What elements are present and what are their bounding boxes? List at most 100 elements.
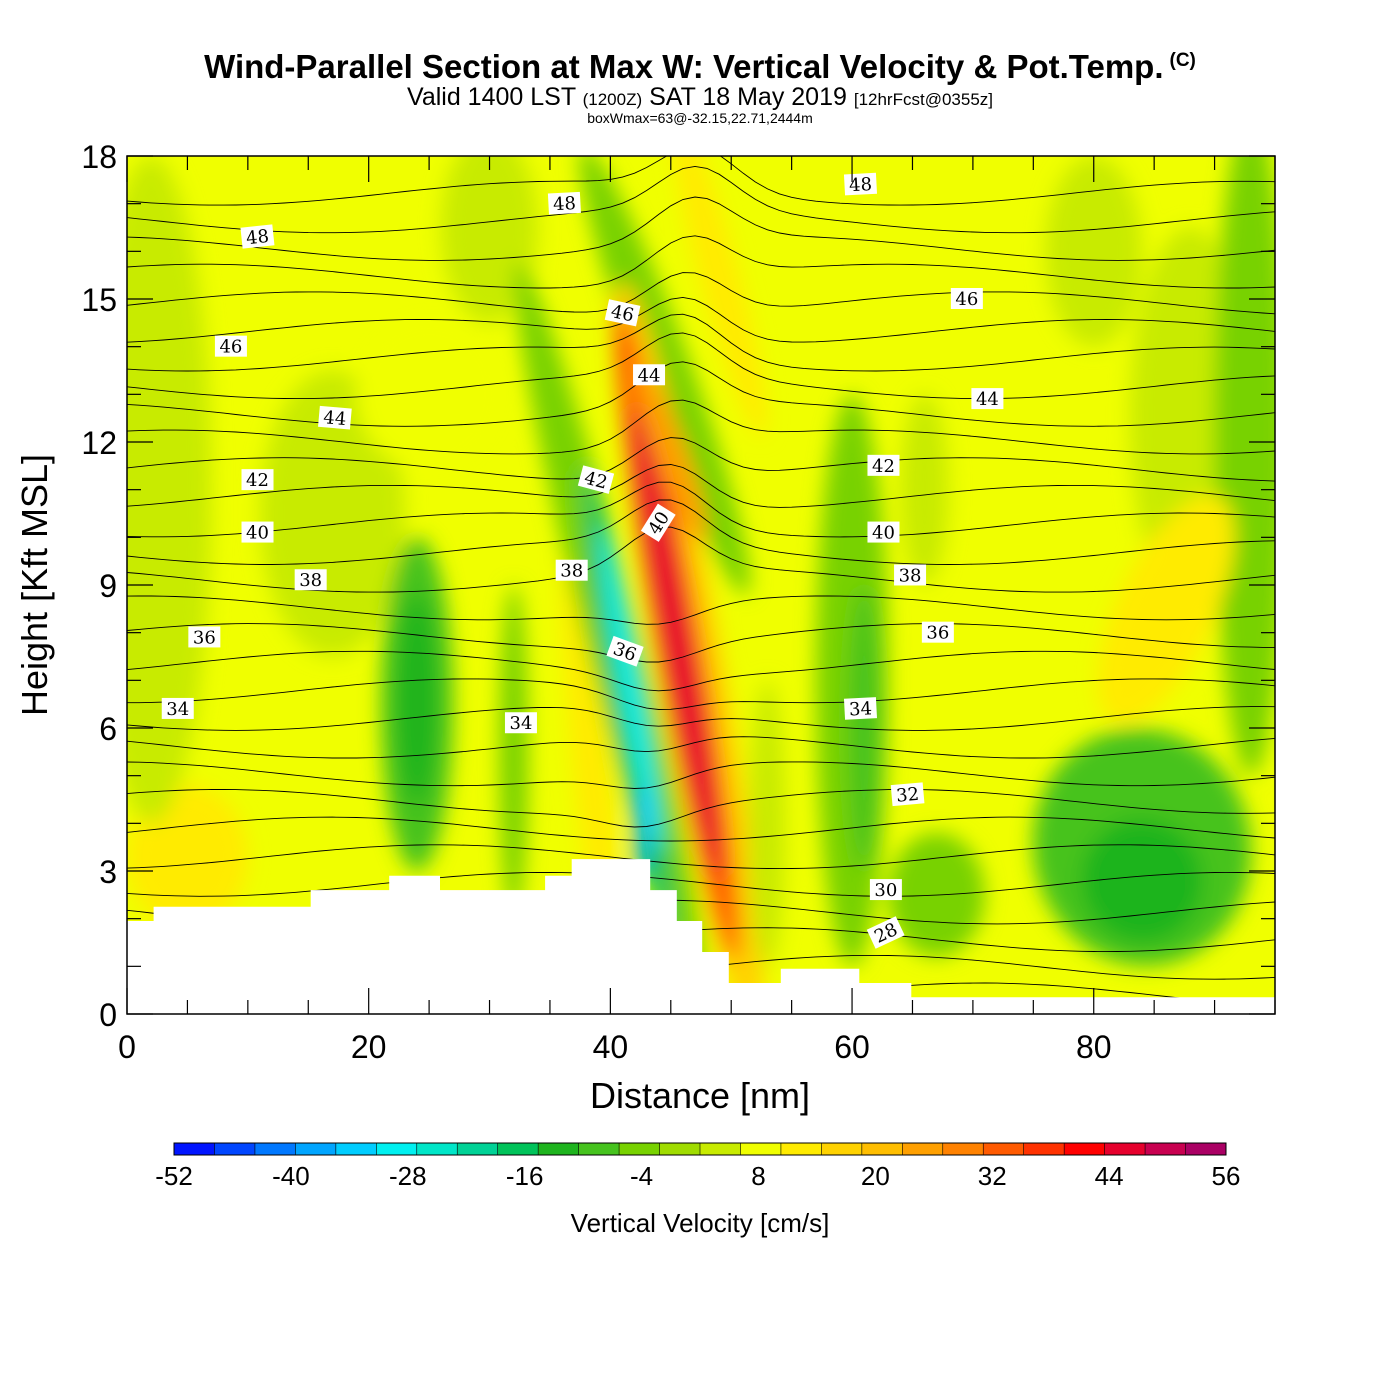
isentrope-line xyxy=(127,272,1275,315)
subtitle-date: SAT 18 May 2019 xyxy=(649,83,847,111)
colorbar-tick-label: 8 xyxy=(751,1161,765,1191)
colorbar-swatch xyxy=(780,1143,822,1155)
copyright-mark: (C) xyxy=(1169,50,1196,71)
x-tick-label: 60 xyxy=(834,1029,870,1065)
contour-label: 34 xyxy=(161,697,194,720)
colorbar-tick-label: 32 xyxy=(978,1161,1007,1191)
chart-subtitle: Valid 1400 LST (1200Z) SAT 18 May 2019 [… xyxy=(0,83,1400,112)
contour-label-box xyxy=(867,454,900,476)
colorbar-swatch xyxy=(254,1143,296,1155)
contour-label: 30 xyxy=(869,879,902,901)
weak-updraft-area xyxy=(749,680,786,967)
contour-label: 48 xyxy=(240,224,275,249)
y-tick-label: 12 xyxy=(81,425,117,461)
colorbar-title: Vertical Velocity [cm/s] xyxy=(571,1208,830,1238)
contour-label-box xyxy=(894,564,927,586)
weak-downdraft-area xyxy=(1214,156,1275,776)
potential-temperature-contours xyxy=(127,156,1275,1008)
y-tick-label: 3 xyxy=(99,854,117,890)
contour-label-text: 36 xyxy=(926,623,949,644)
isentrope-line xyxy=(127,361,1275,427)
contour-label-box xyxy=(950,288,983,309)
isentrope-line xyxy=(127,526,1275,593)
contour-label: 34 xyxy=(504,712,537,734)
isentrope-line xyxy=(127,761,1275,789)
colorbar-swatch xyxy=(1023,1143,1065,1155)
subtitle-valid: Valid 1400 LST xyxy=(407,83,576,111)
contour-label: 38 xyxy=(294,569,327,591)
isentrope-line xyxy=(127,235,1275,289)
contour-label-box xyxy=(604,299,641,327)
downdraft-core xyxy=(397,594,437,805)
colorbar-swatch xyxy=(174,1143,215,1155)
colorbar-tick-label: 56 xyxy=(1212,1161,1241,1191)
contour-label-text: 38 xyxy=(560,561,583,582)
contour-label-box xyxy=(890,782,925,807)
contour-label-box xyxy=(161,697,194,719)
contour-label: 46 xyxy=(950,288,983,310)
colorbar-swatch xyxy=(457,1143,499,1155)
x-tick-label: 40 xyxy=(593,1029,629,1065)
contour-label-text: 34 xyxy=(849,698,873,720)
contour-label-box xyxy=(867,521,900,543)
colorbar-swatch xyxy=(700,1143,741,1155)
contour-label-box xyxy=(294,569,327,591)
contour-label-text: 42 xyxy=(246,470,269,491)
contour-label-text: 44 xyxy=(976,389,999,410)
colorbar-swatch xyxy=(902,1143,944,1155)
colorbar-swatch xyxy=(861,1143,903,1155)
contour-label: 48 xyxy=(843,172,878,196)
colorbar-swatch xyxy=(578,1143,620,1155)
isentrope-line xyxy=(127,156,1275,206)
isentrope-line xyxy=(127,313,1275,372)
isentrope-line xyxy=(127,816,1275,842)
isentrope-line xyxy=(127,296,1275,343)
contour-label-box xyxy=(971,388,1004,410)
contour-label: 34 xyxy=(843,697,878,721)
downdraft-area xyxy=(848,585,880,871)
colorbar-swatch xyxy=(1064,1143,1106,1155)
contour-label-box xyxy=(843,697,878,720)
downdraft-peak-low xyxy=(634,785,647,881)
weak-downdraft-area xyxy=(1045,156,1143,347)
colorbar-swatch xyxy=(376,1143,418,1155)
contour-label-text: 48 xyxy=(552,193,576,215)
colorbar-swatch xyxy=(497,1143,539,1155)
contour-label: 42 xyxy=(867,454,900,477)
contour-label: 42 xyxy=(241,469,274,491)
contour-label: 46 xyxy=(604,299,641,327)
velocity-field xyxy=(127,156,1275,1014)
isentrope-line xyxy=(127,481,1275,538)
colorbar-tick-label: -40 xyxy=(272,1161,310,1191)
contour-label-box xyxy=(555,559,588,581)
contour-label: 36 xyxy=(921,621,954,644)
contour-label-box xyxy=(241,521,274,543)
field-blobs xyxy=(127,156,1275,1014)
chart-title: Wind-Parallel Section at Max W: Vertical… xyxy=(0,48,1400,86)
chart-subtitle-2: boxWmax=63@-32.15,22.71,2444m xyxy=(587,110,813,126)
contour-label-text: 38 xyxy=(899,565,922,586)
weak-downdraft-area xyxy=(900,394,949,585)
contour-label-text: 40 xyxy=(246,523,269,544)
colorbar-swatch xyxy=(659,1143,701,1155)
contour-label-box xyxy=(866,916,905,949)
contour-label-box xyxy=(547,191,581,215)
contour-label: 38 xyxy=(894,564,927,586)
contour-label-box xyxy=(241,469,274,491)
colorbar-swatch xyxy=(619,1143,661,1155)
weak-updraft-area xyxy=(356,318,502,471)
contour-label-box xyxy=(606,635,644,667)
colorbar-swatch xyxy=(1145,1143,1187,1155)
contour-label-text: 48 xyxy=(245,226,270,249)
colorbar-swatch xyxy=(416,1143,458,1155)
contour-label-box xyxy=(318,405,352,430)
colorbar-swatch xyxy=(335,1143,377,1155)
x-tick-label: 0 xyxy=(118,1029,136,1065)
weak-downdraft-area xyxy=(127,156,212,824)
contour-label: 44 xyxy=(971,388,1004,410)
colorbar-tick-label: -28 xyxy=(389,1161,427,1191)
contour-label-text: 30 xyxy=(874,880,897,901)
isentrope-line xyxy=(127,437,1275,482)
contour-label: 38 xyxy=(555,559,588,582)
isentrope-line xyxy=(127,399,1275,455)
